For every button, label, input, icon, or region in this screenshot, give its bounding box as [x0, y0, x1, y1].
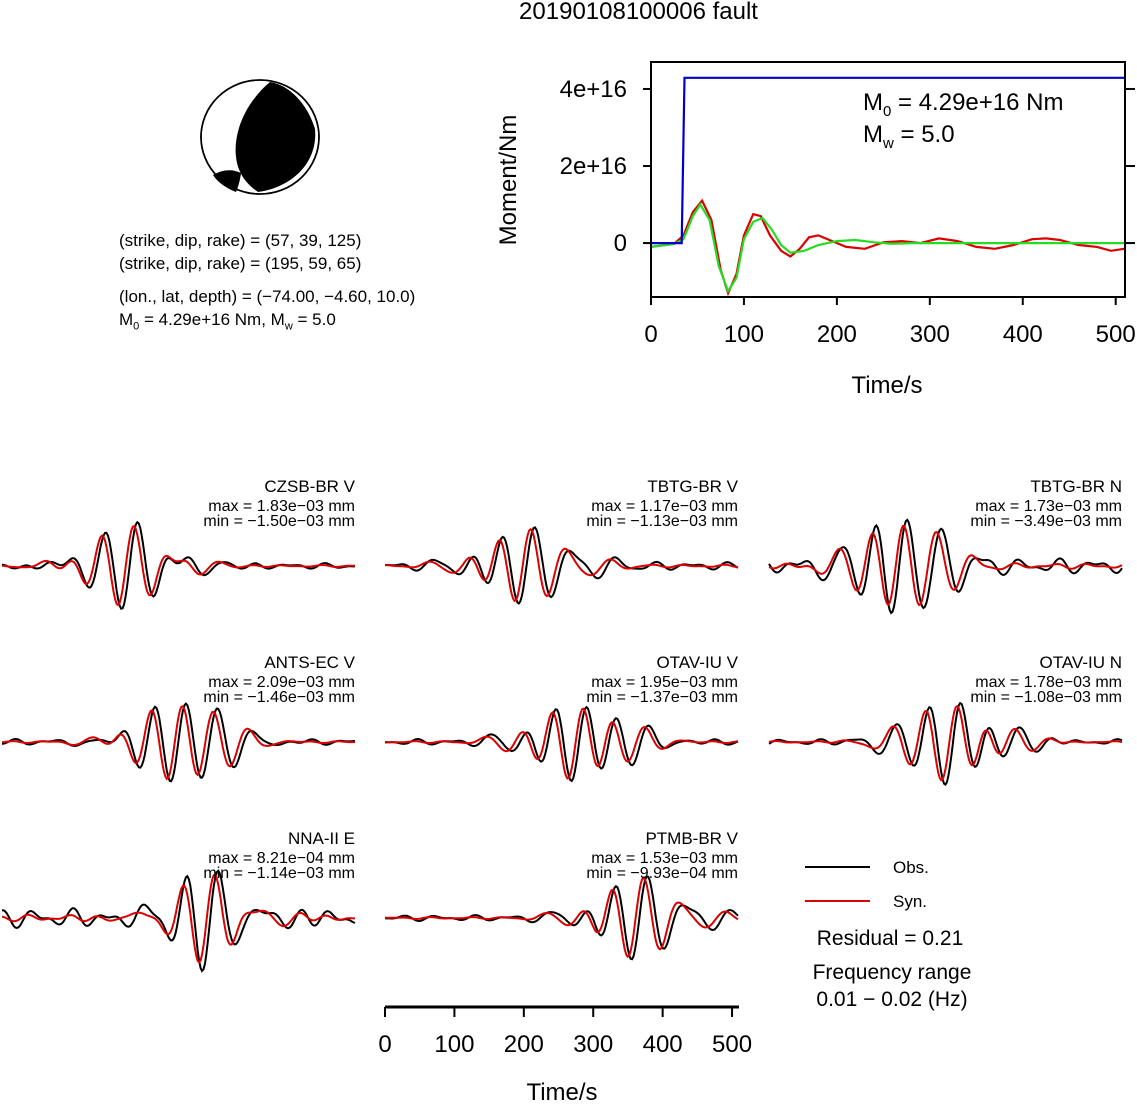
syn-trace	[768, 704, 1123, 782]
station-min: min = −3.49e−03 mm	[970, 513, 1122, 530]
mechanism-location: (lon., lat, depth) = (−74.00, −4.60, 10.…	[119, 287, 416, 306]
stf-x-axis: 0 100 200 300 400 500	[644, 297, 1136, 348]
station-max: max = 1.83e−03 mm	[208, 498, 355, 515]
stf-rate-green-line	[650, 202, 1125, 294]
station-min: min = −1.13e−03 mm	[586, 513, 738, 530]
station-max: max = 8.21e−04 mm	[208, 850, 355, 867]
wave-x-tick-label: 300	[573, 1031, 613, 1058]
station-max: max = 1.95e−03 mm	[591, 674, 738, 691]
stf-x-tick-label: 300	[910, 321, 950, 348]
obs-trace	[384, 705, 739, 783]
legend-syn-label: Syn.	[893, 892, 927, 911]
wave-x-ticks: 0 100 200 300 400 500	[378, 1007, 752, 1058]
syn-trace	[384, 876, 739, 959]
stf-frame	[650, 61, 1126, 298]
station-max: max = 1.17e−03 mm	[591, 498, 738, 515]
station-min: min = −1.08e−03 mm	[970, 689, 1122, 706]
syn-trace	[1, 525, 356, 607]
stf-x-tick-label: 500	[1096, 321, 1136, 348]
stf-x-tick-label: 100	[724, 321, 764, 348]
station-name: OTAV-IU V	[656, 653, 738, 672]
syn-trace	[768, 524, 1123, 607]
station-min: min = −1.37e−03 mm	[586, 689, 738, 706]
wave-x-tick-label: 500	[712, 1031, 752, 1058]
stf-y-tick-label: 4e+16	[560, 76, 627, 103]
station-min: min = −1.50e−03 mm	[203, 513, 355, 530]
wave-xlabel: Time/s	[526, 1079, 597, 1104]
station-name: ANTS-EC V	[264, 653, 355, 672]
legend-obs-label: Obs.	[893, 858, 929, 877]
stf-chart: 0 100 200 300 400 500 0 2e+16 4e+16 Time/s Mome…	[495, 61, 1136, 399]
station-name: OTAV-IU N	[1040, 653, 1123, 672]
station-name: CZSB-BR V	[264, 477, 355, 496]
stf-annot-m0: M0 = 4.29e+16 Nm	[863, 89, 1063, 120]
residual-text: Residual = 0.21	[817, 927, 964, 950]
station-max: max = 1.73e−03 mm	[975, 498, 1122, 515]
stf-x-tick-label: 400	[1003, 321, 1043, 348]
obs-trace	[1, 520, 355, 610]
wave-x-tick-label: 400	[643, 1031, 683, 1058]
frequency-value: 0.01 − 0.02 (Hz)	[816, 988, 967, 1011]
station-min: min = −9.93e−04 mm	[586, 865, 738, 882]
page-title: 20190108100006 fault	[519, 0, 758, 25]
station-max: max = 1.78e−03 mm	[975, 674, 1122, 691]
obs-trace	[1, 869, 356, 973]
stf-y-tick-label: 2e+16	[560, 153, 627, 180]
stf-annot-mw: Mw = 5.0	[863, 121, 955, 152]
station-name: PTMB-BR V	[645, 829, 738, 848]
station-max: max = 2.09e−03 mm	[208, 674, 355, 691]
stf-y-tick-label: 0	[614, 230, 627, 257]
beachball-icon	[200, 79, 320, 195]
syn-trace	[385, 527, 739, 603]
mechanism-plane1: (strike, dip, rake) = (57, 39, 125)	[119, 231, 362, 250]
stf-x-tick-label: 0	[644, 321, 657, 348]
mechanism-plane2: (strike, dip, rake) = (195, 59, 65)	[119, 254, 362, 273]
obs-trace	[768, 518, 1123, 615]
stf-xlabel: Time/s	[851, 372, 922, 399]
station-max: max = 1.53e−03 mm	[591, 850, 738, 867]
syn-trace	[1, 705, 355, 781]
frequency-label: Frequency range	[813, 961, 972, 984]
station-name: TBTG-BR V	[647, 477, 738, 496]
stf-plot-area	[650, 76, 1125, 297]
syn-trace	[1, 873, 355, 965]
station-name: TBTG-BR N	[1030, 477, 1122, 496]
wave-x-tick-label: 100	[434, 1031, 474, 1058]
wave-x-tick-label: 0	[378, 1031, 391, 1058]
station-min: min = −1.14e−03 mm	[203, 865, 355, 882]
stf-ylabel: Moment/Nm	[495, 115, 522, 246]
station-min: min = −1.46e−03 mm	[203, 689, 355, 706]
station-name: NNA-II E	[288, 829, 355, 848]
stf-rate-red-line	[650, 198, 1125, 297]
mechanism-moment: M0 = 4.29e+16 Nm, Mw = 5.0	[119, 310, 336, 333]
stf-x-tick-label: 200	[817, 321, 857, 348]
stf-moment-line	[651, 76, 1125, 245]
wave-x-tick-label: 200	[504, 1031, 544, 1058]
stf-y-axis: 0 2e+16 4e+16	[560, 76, 1135, 257]
syn-trace	[385, 707, 739, 780]
